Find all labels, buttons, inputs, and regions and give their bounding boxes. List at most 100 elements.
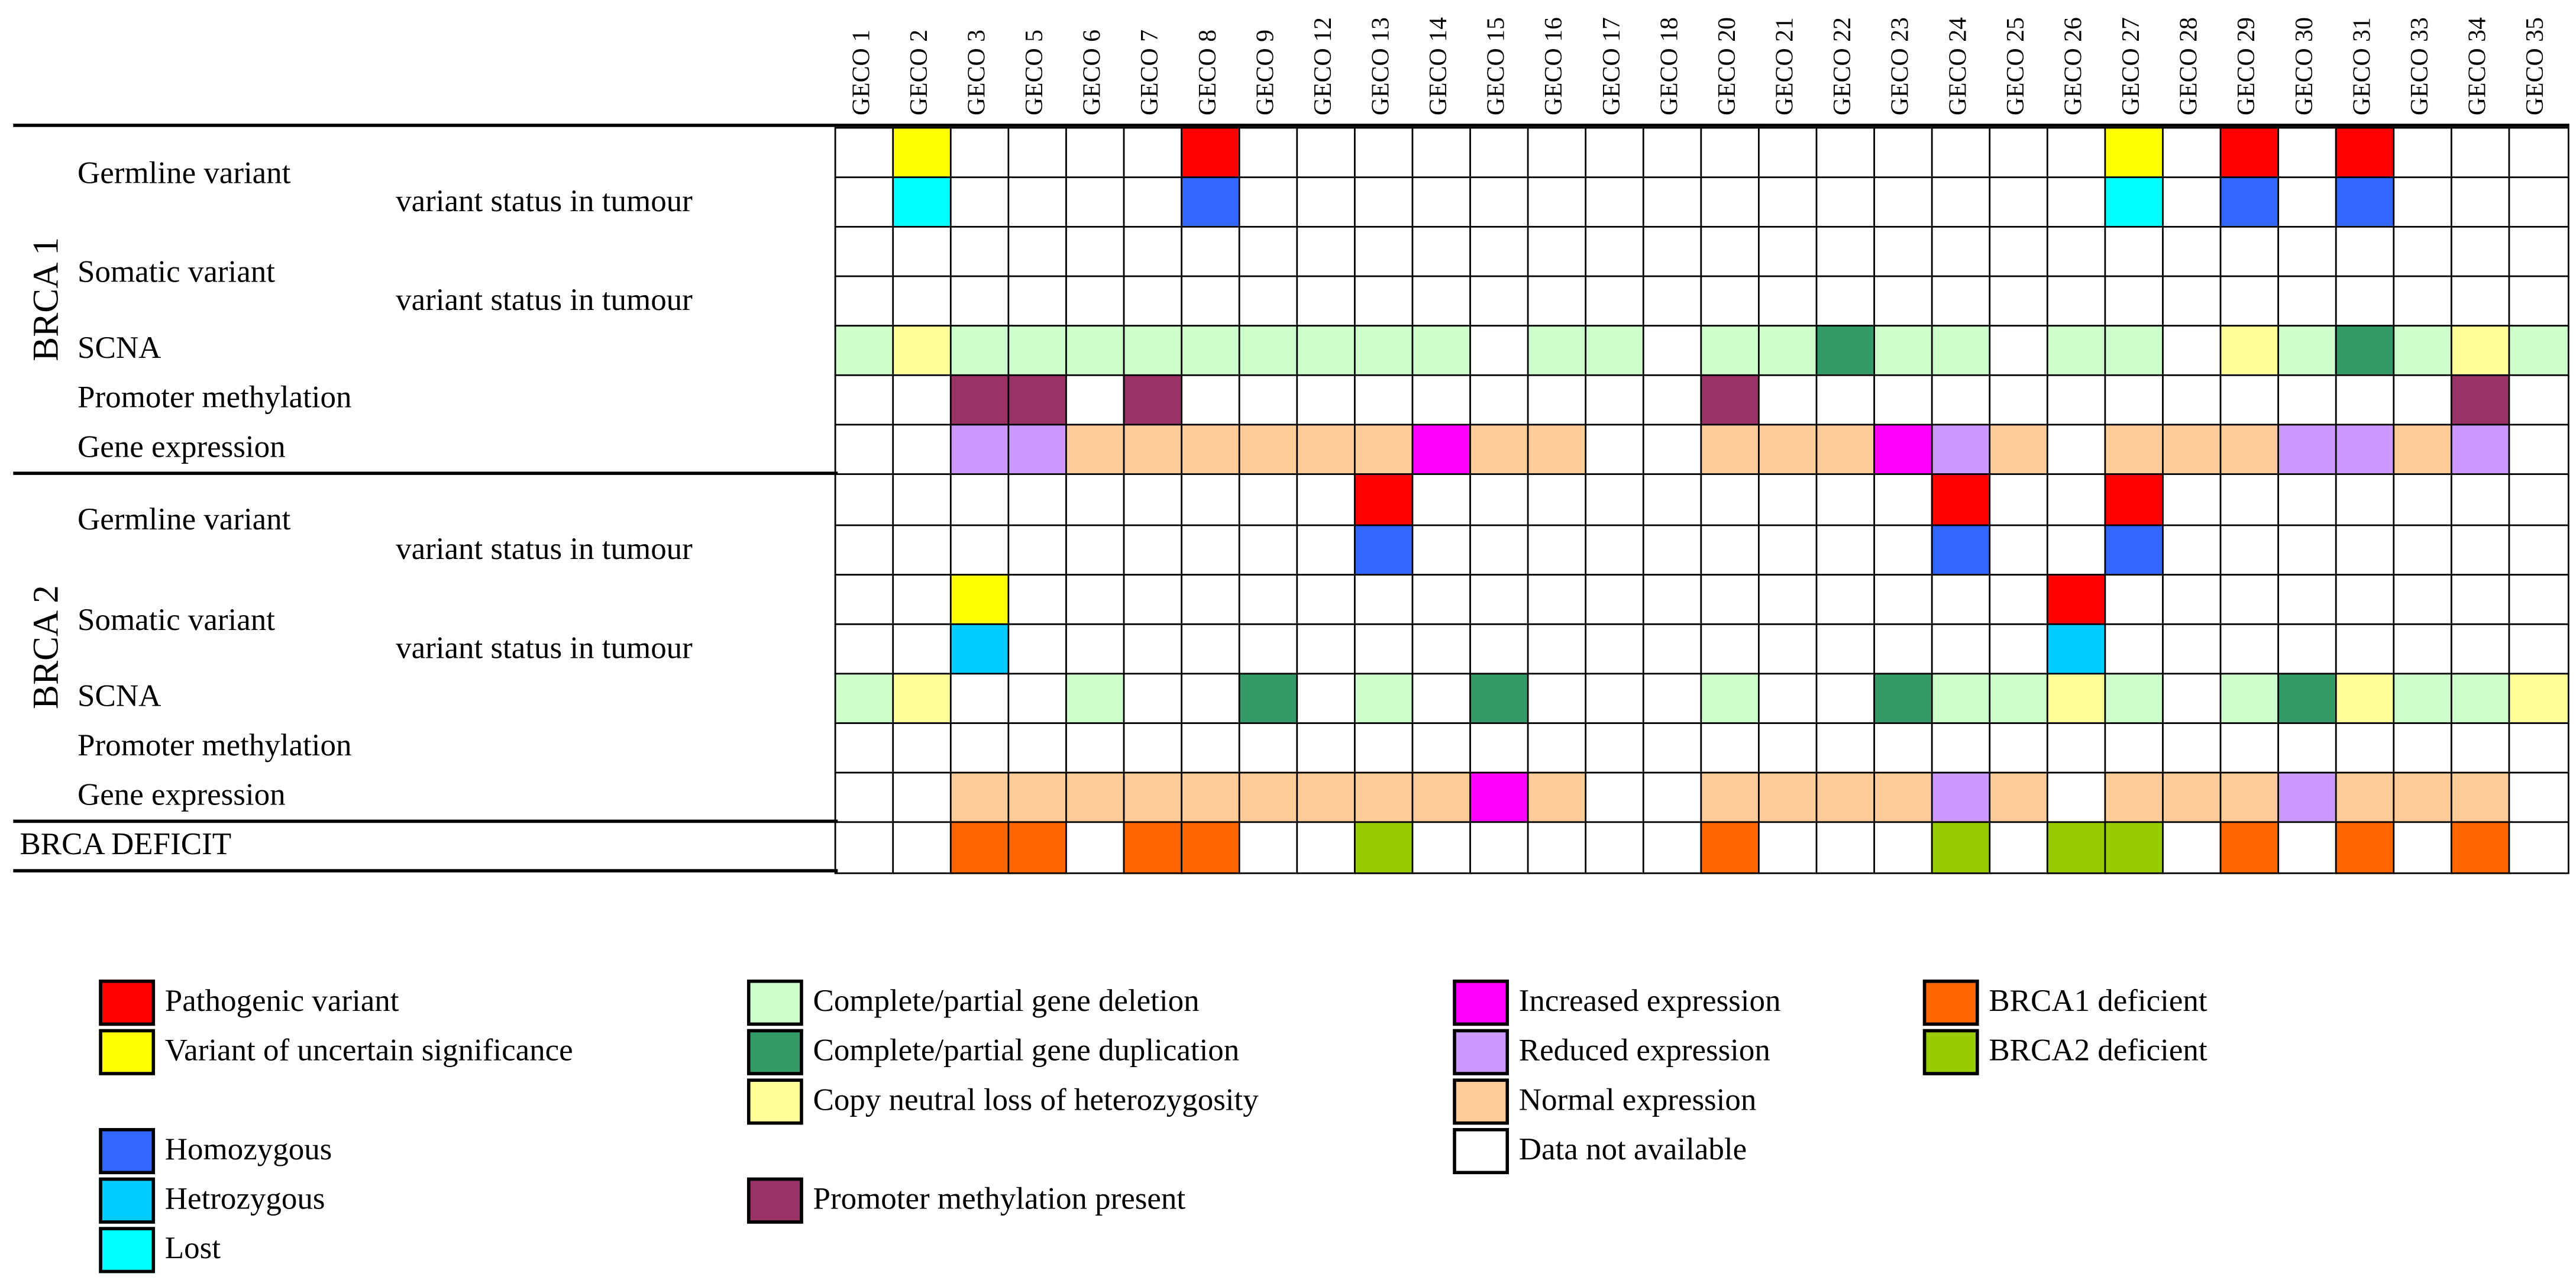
heatmap-cell — [1989, 622, 2050, 675]
heatmap-cell — [1469, 325, 1530, 377]
deficit-cell — [1181, 821, 1241, 874]
heatmap-cell — [2508, 622, 2569, 675]
heatmap-cell — [1873, 374, 1934, 427]
heatmap-cell — [2104, 424, 2165, 477]
heatmap-cell — [2335, 226, 2396, 279]
column-header-label: GECO 31 — [2349, 17, 2377, 116]
heatmap-cell — [2508, 374, 2569, 427]
heatmap-cell — [1758, 325, 1818, 377]
column-header-label: GECO 34 — [2465, 17, 2492, 116]
heatmap-cell — [2104, 771, 2165, 824]
heatmap-cell — [1411, 276, 1472, 328]
column-header-label: GECO 18 — [1657, 17, 1684, 116]
heatmap-cell — [2219, 722, 2280, 774]
heatmap-cell — [2393, 226, 2454, 279]
heatmap-cell — [2104, 722, 2165, 774]
heatmap-cell — [1065, 374, 1126, 427]
heatmap-cell — [2219, 622, 2280, 675]
legend-label: BRCA1 deficient — [1989, 984, 2207, 1019]
heatmap-cell — [1065, 622, 1126, 675]
heatmap-cell — [1642, 127, 1703, 179]
heatmap-cell — [1123, 424, 1184, 477]
heatmap-cell — [2162, 722, 2222, 774]
heatmap-cell — [1296, 325, 1357, 377]
deficit-cell — [2335, 821, 2396, 874]
heatmap-cell — [2162, 226, 2222, 279]
heatmap-cell — [2104, 325, 2165, 377]
heatmap-cell — [1989, 474, 2050, 526]
heatmap-cell — [1989, 722, 2050, 774]
row-label: Promoter methylation — [77, 381, 352, 416]
heatmap-cell — [2162, 672, 2222, 725]
heatmap-cell — [1758, 176, 1818, 229]
heatmap-cell — [2162, 474, 2222, 526]
heatmap-cell — [1238, 424, 1299, 477]
heatmap-cell — [949, 771, 1010, 824]
heatmap-cell — [2162, 622, 2222, 675]
heatmap-cell — [1007, 176, 1068, 229]
deficit-cell — [1411, 821, 1472, 874]
heatmap-cell — [1527, 523, 1588, 576]
heatmap-cell — [892, 374, 953, 427]
heatmap-cell — [834, 374, 895, 427]
legend-label: Complete/partial gene deletion — [813, 984, 1200, 1019]
heatmap-cell — [1758, 127, 1818, 179]
heatmap-cell — [1007, 226, 1068, 279]
heatmap-cell — [2219, 573, 2280, 626]
heatmap-cell — [2219, 424, 2280, 477]
heatmap-cell — [1065, 424, 1126, 477]
heatmap-cell — [2162, 573, 2222, 626]
heatmap-cell — [1758, 424, 1818, 477]
heatmap-cell — [1642, 276, 1703, 328]
legend-item: Lost — [99, 1225, 221, 1275]
heatmap-cell — [1469, 474, 1530, 526]
row-label: SCNA — [77, 332, 161, 367]
column-header-label: GECO 22 — [1830, 17, 1857, 116]
deficit-cell — [2450, 821, 2511, 874]
heatmap-cell — [1411, 325, 1472, 377]
heatmap-cell — [1527, 722, 1588, 774]
heatmap-cell — [2104, 622, 2165, 675]
heatmap-cell — [1065, 523, 1126, 576]
heatmap-cell — [1815, 325, 1876, 377]
heatmap-cell — [2450, 424, 2511, 477]
legend-label: Reduced expression — [1518, 1034, 1770, 1069]
heatmap-cell — [2104, 474, 2165, 526]
column-header-label: GECO 27 — [2119, 17, 2146, 116]
heatmap-cell — [1700, 276, 1761, 328]
heatmap-cell — [2393, 622, 2454, 675]
deficit-cell — [1642, 821, 1703, 874]
heatmap-cell — [2046, 622, 2107, 675]
heatmap-cell — [1469, 424, 1530, 477]
legend-swatch — [746, 1177, 803, 1224]
heatmap-cell — [1296, 622, 1357, 675]
heatmap-cell — [1642, 176, 1703, 229]
heatmap-cell — [2508, 226, 2569, 279]
heatmap-cell — [2104, 523, 2165, 576]
heatmap-cell — [2393, 771, 2454, 824]
heatmap-cell — [1642, 325, 1703, 377]
heatmap-cell — [2508, 722, 2569, 774]
heatmap-cell — [1353, 325, 1414, 377]
heatmap-cell — [2104, 573, 2165, 626]
heatmap-cell — [949, 325, 1010, 377]
heatmap-cell — [1007, 374, 1068, 427]
column-header-label: GECO 29 — [2234, 17, 2261, 116]
heatmap-cell — [892, 722, 953, 774]
heatmap-cell — [1353, 127, 1414, 179]
heatmap-cell — [2393, 722, 2454, 774]
heatmap-cell — [2450, 474, 2511, 526]
heatmap-cell — [2277, 474, 2338, 526]
heatmap-cell — [1989, 325, 2050, 377]
heatmap-cell — [2162, 127, 2222, 179]
heatmap-cell — [1873, 722, 1934, 774]
heatmap-cell — [1873, 523, 1934, 576]
column-header-label: GECO 17 — [1599, 17, 1626, 116]
legend-swatch — [1922, 1029, 1979, 1075]
heatmap-cell — [1238, 176, 1299, 229]
legend-item: Increased expression — [1453, 978, 1780, 1027]
column-header-label: GECO 2 — [907, 29, 934, 116]
legend-label: Variant of uncertain significance — [164, 1034, 573, 1069]
column-header-label: GECO 20 — [1715, 17, 1742, 116]
heatmap-cell — [1353, 226, 1414, 279]
